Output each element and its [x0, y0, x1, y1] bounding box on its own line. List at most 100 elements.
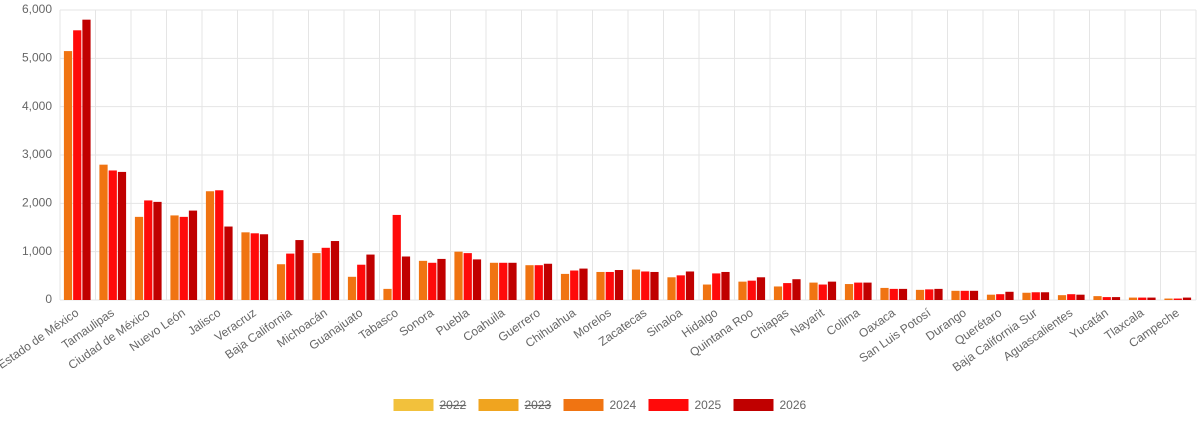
bar: [472, 259, 482, 300]
bar: [605, 271, 614, 300]
bar: [286, 253, 295, 300]
bar: [401, 256, 411, 300]
bar: [63, 51, 73, 301]
x-tick-label: Colima: [824, 305, 863, 338]
bar: [153, 201, 162, 300]
legend-label[interactable]: 2022: [440, 398, 467, 412]
x-tick-label: Sonora: [397, 305, 437, 339]
bar: [667, 277, 676, 300]
legend-swatch[interactable]: [563, 399, 604, 411]
bar: [1164, 298, 1173, 300]
bar: [357, 264, 366, 300]
bar: [428, 262, 437, 300]
bar: [854, 282, 863, 300]
bar: [1128, 297, 1138, 300]
bar: [383, 288, 392, 300]
bar: [1173, 298, 1182, 300]
x-tick-label: Chiapas: [747, 306, 791, 343]
x-tick-label: Nayarit: [788, 305, 828, 339]
legend-label[interactable]: 2023: [525, 398, 552, 412]
bar: [418, 260, 428, 300]
bar: [915, 289, 925, 300]
y-tick-label: 3,000: [22, 147, 52, 161]
y-tick-label: 0: [45, 292, 52, 306]
bar: [650, 271, 659, 300]
bar: [951, 290, 960, 300]
bar: [179, 216, 188, 300]
bar: [614, 270, 624, 300]
bar: [205, 191, 215, 300]
bar: [818, 284, 827, 300]
bar: [579, 268, 588, 300]
bar: [738, 281, 747, 300]
bar: [1147, 297, 1156, 300]
bar: [809, 282, 818, 300]
bar: [534, 265, 543, 300]
bar: [863, 282, 872, 300]
bar: [641, 271, 650, 300]
bar: [721, 271, 730, 300]
bar: [347, 276, 357, 300]
bar: [969, 290, 979, 300]
y-tick-label: 2,000: [22, 196, 52, 210]
bar: [827, 281, 837, 300]
bar: [134, 216, 144, 300]
bar: [1067, 294, 1076, 300]
bar: [570, 270, 579, 300]
bar: [437, 258, 446, 300]
bar: [330, 241, 340, 300]
bar: [224, 226, 233, 300]
bar: [73, 30, 82, 301]
y-tick-label: 6,000: [22, 2, 52, 16]
bar: [996, 294, 1005, 300]
bar: [756, 277, 766, 300]
bar: [508, 262, 517, 300]
legend-swatch[interactable]: [648, 399, 689, 411]
bar: [525, 265, 534, 300]
bar: [986, 294, 996, 300]
legend-label[interactable]: 2026: [780, 398, 807, 412]
legend-swatch[interactable]: [393, 399, 434, 411]
bar: [712, 273, 721, 300]
bar: [170, 215, 179, 300]
bar: [241, 232, 250, 300]
bar: [747, 280, 756, 300]
legend-label[interactable]: 2025: [695, 398, 722, 412]
bar: [250, 233, 259, 300]
bar: [685, 271, 695, 300]
bar: [1022, 292, 1031, 300]
bar: [889, 288, 898, 300]
bar: [1005, 291, 1014, 300]
bar: [676, 275, 685, 300]
bar: [925, 289, 934, 300]
x-tick-label: Sinaloa: [644, 305, 685, 340]
bar: [99, 164, 108, 300]
bar: [117, 171, 127, 300]
legend-swatch[interactable]: [733, 399, 774, 411]
bar: [898, 288, 908, 300]
bar: [543, 263, 553, 300]
legend-label[interactable]: 2024: [610, 398, 637, 412]
bar: [1031, 292, 1040, 300]
bar: [499, 262, 508, 300]
bar: [295, 240, 304, 300]
bar: [560, 273, 570, 300]
bar: [1093, 296, 1102, 300]
bar: [215, 190, 224, 300]
y-tick-label: 5,000: [22, 51, 52, 65]
bar: [1111, 297, 1121, 300]
bar: [960, 290, 969, 300]
bar: [108, 170, 117, 300]
bar: [1040, 292, 1050, 300]
y-tick-label: 1,000: [22, 244, 52, 258]
bar: [321, 247, 330, 300]
bar: [1102, 297, 1111, 300]
bar: [783, 283, 792, 300]
bar: [596, 271, 605, 300]
legend-swatch[interactable]: [478, 399, 519, 411]
bar: [880, 287, 889, 300]
y-tick-label: 4,000: [22, 99, 52, 113]
bar: [1138, 297, 1147, 300]
bar: [366, 254, 375, 300]
